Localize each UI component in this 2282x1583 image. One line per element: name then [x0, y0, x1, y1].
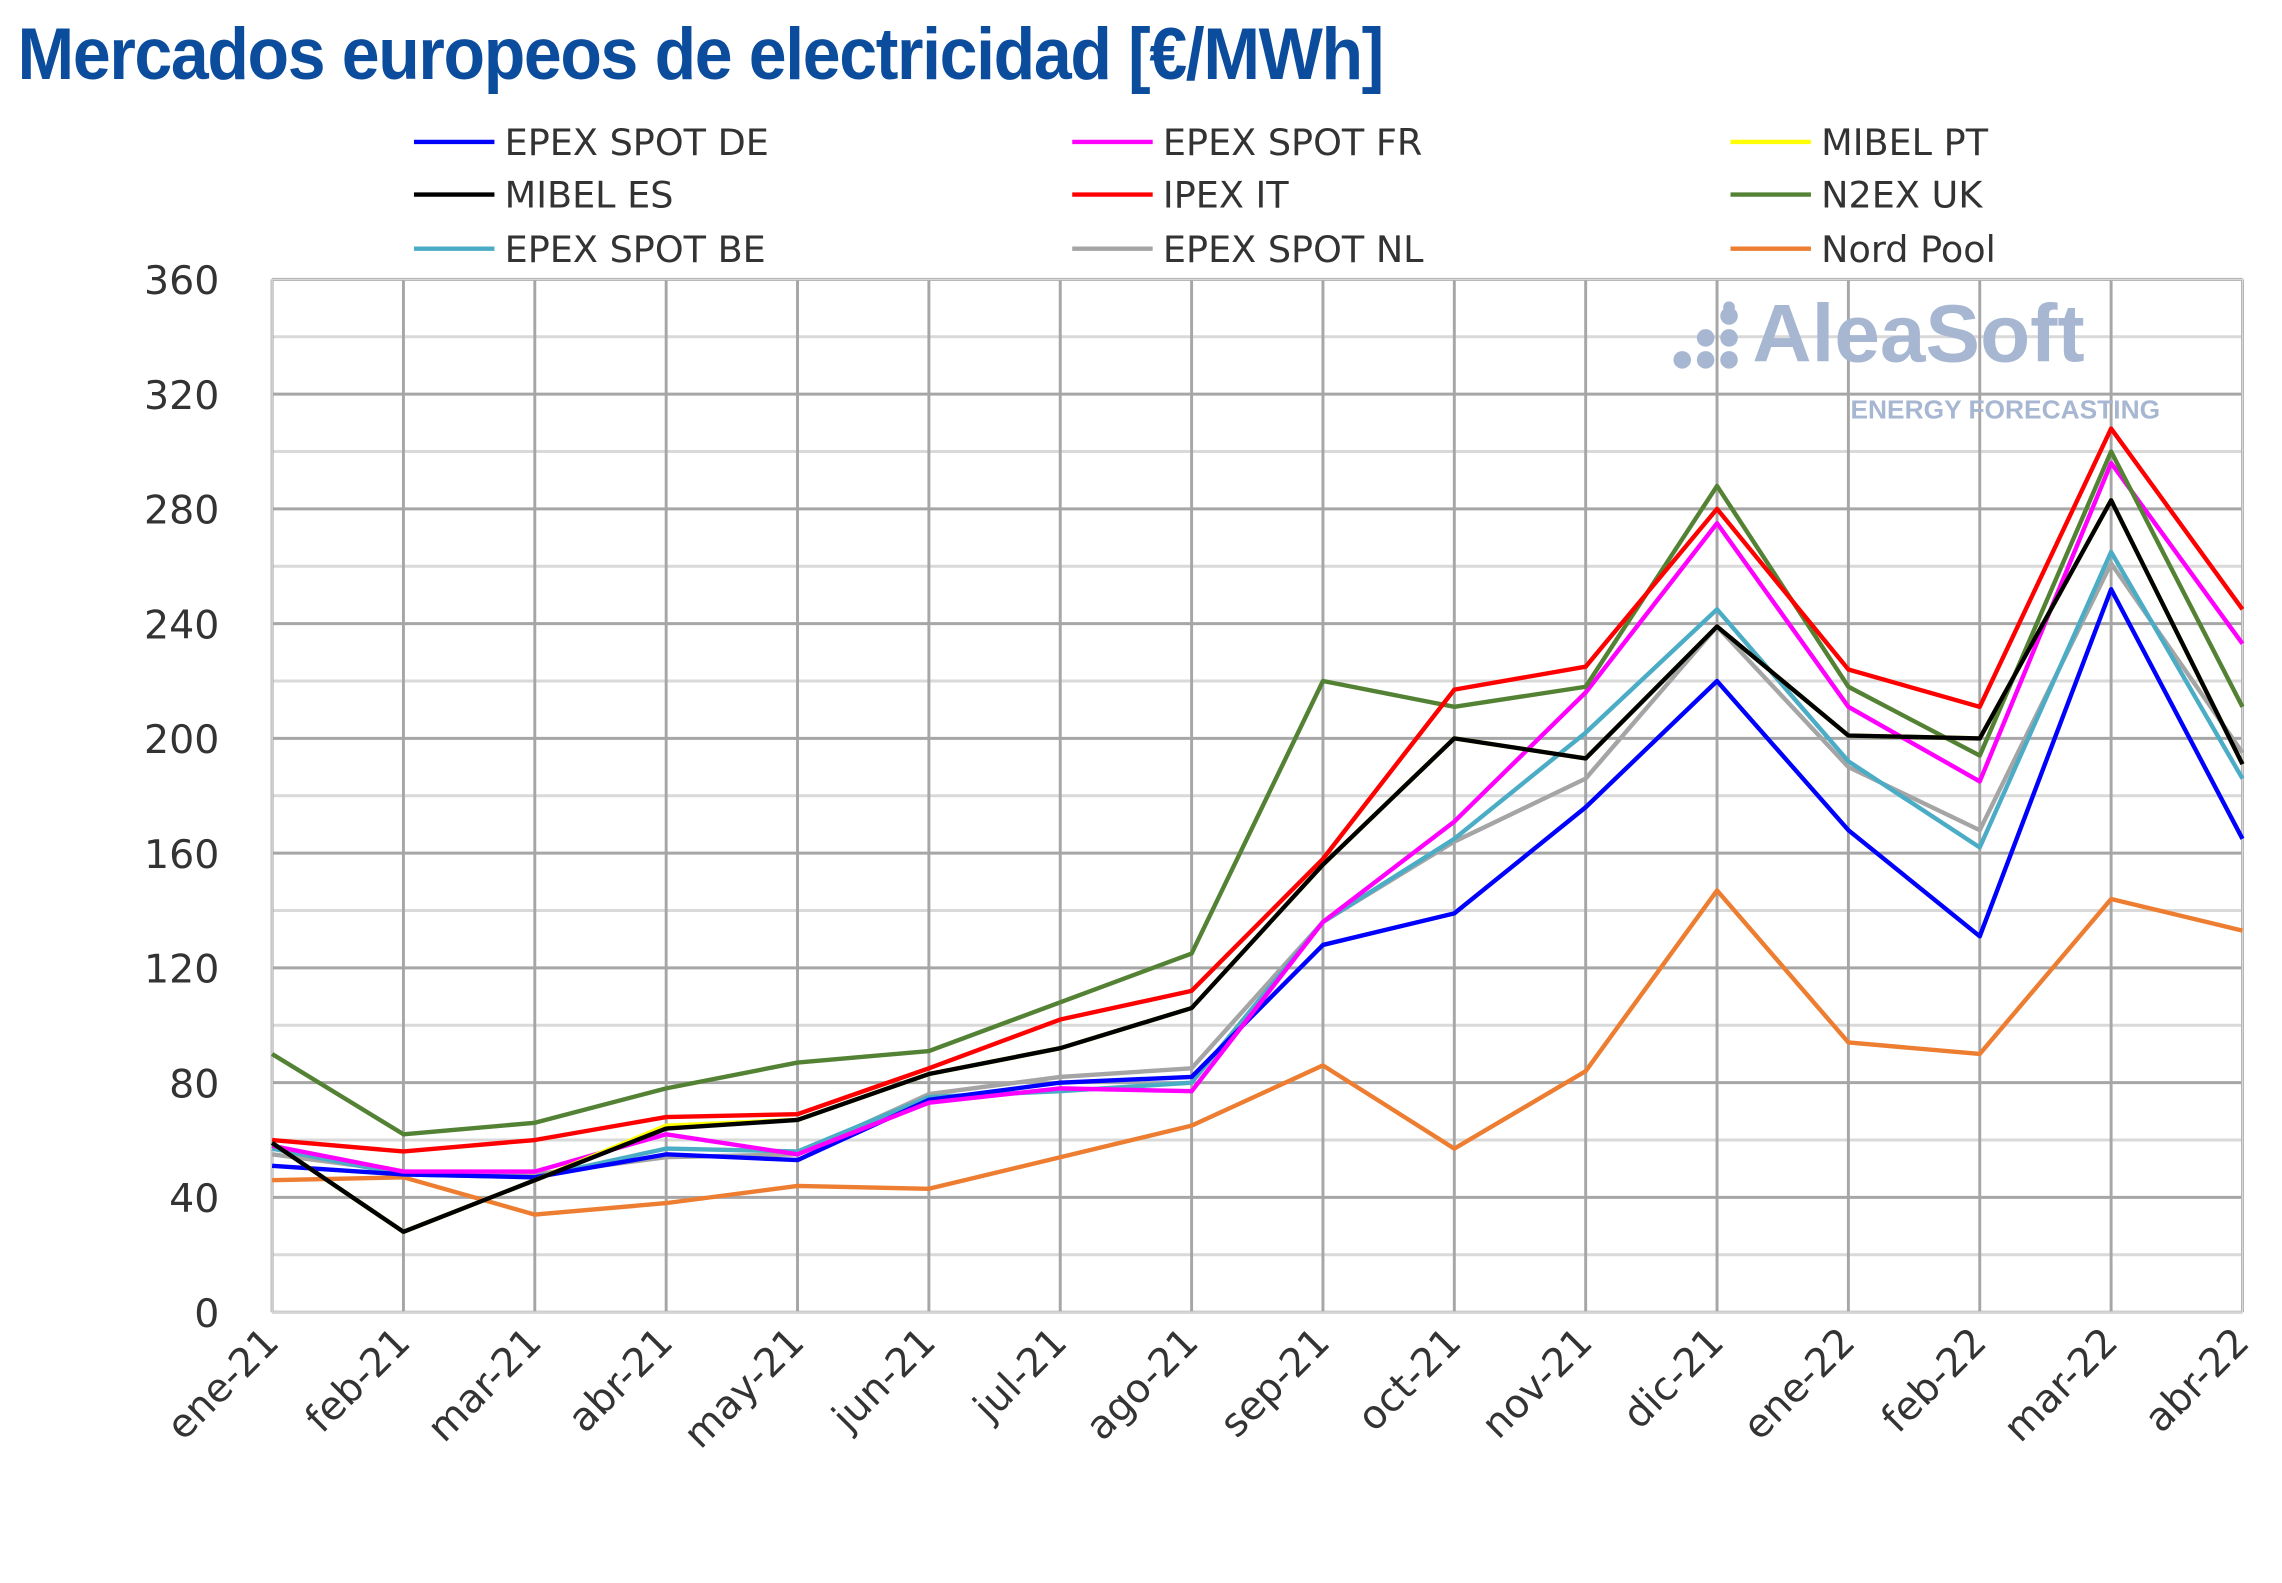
legend-label: Nord Pool	[1821, 228, 1996, 271]
legend-item: EPEX SPOT DE	[414, 121, 769, 164]
x-tick-label: ene-21	[158, 1319, 288, 1449]
logo-dot	[1673, 351, 1691, 369]
x-tick-label: abr-22	[2136, 1319, 2259, 1442]
x-tick-label: mar-21	[419, 1319, 551, 1451]
legend-item: MIBEL ES	[414, 174, 674, 217]
legend-item: EPEX SPOT BE	[414, 228, 766, 271]
x-tick-label: jul-21	[964, 1319, 1076, 1431]
x-tick-label: sep-21	[1211, 1319, 1339, 1447]
legend-label: EPEX SPOT BE	[505, 228, 766, 271]
x-tick-label: ene-22	[1734, 1319, 1864, 1449]
logo-dot	[1720, 351, 1738, 369]
y-tick-label: 0	[194, 1291, 219, 1337]
legend-item: Nord Pool	[1730, 228, 1995, 271]
x-tick-label: jun-21	[823, 1319, 945, 1441]
y-tick-label: 40	[169, 1176, 219, 1222]
y-tick-label: 120	[144, 947, 219, 993]
series-line	[272, 500, 2242, 1232]
legend-label: N2EX UK	[1821, 174, 1983, 217]
legend-label: EPEX SPOT NL	[1163, 228, 1424, 271]
y-tick-label: 200	[144, 717, 219, 763]
series-mibel-es	[272, 500, 2243, 1232]
watermark-brand: AleaSoft	[1752, 288, 2084, 379]
x-tick-label: mar-22	[1995, 1319, 2127, 1451]
x-tick-label: ago-21	[1077, 1319, 1208, 1450]
aleasoft-watermark: AleaSoft ENERGY FORECASTING	[1673, 288, 2160, 424]
x-tick-label: abr-21	[559, 1319, 682, 1442]
x-tick-label: oct-21	[1349, 1319, 1471, 1441]
y-tick-label: 160	[144, 832, 219, 878]
series-line	[272, 500, 2242, 1232]
y-tick-label: 360	[144, 258, 219, 304]
logo-dot	[1697, 329, 1715, 347]
legend-item: MIBEL PT	[1730, 121, 1988, 164]
series-epex-spot-de	[272, 589, 2243, 1177]
series-line	[272, 589, 2242, 1177]
series-n2ex-uk	[272, 451, 2243, 1134]
y-tick-label: 80	[169, 1061, 219, 1107]
logo-dot	[1723, 301, 1735, 313]
x-tick-label: nov-21	[1473, 1319, 1602, 1448]
legend-label: MIBEL PT	[1821, 121, 1989, 164]
legend-label: IPEX IT	[1163, 174, 1289, 217]
y-tick-label: 240	[144, 602, 219, 648]
x-tick-label: may-21	[675, 1319, 813, 1457]
legend-label: MIBEL ES	[505, 174, 674, 217]
logo-dot	[1697, 351, 1715, 369]
legend-item: EPEX SPOT NL	[1072, 228, 1424, 271]
watermark-tagline: ENERGY FORECASTING	[1850, 394, 2160, 424]
legend-label: EPEX SPOT FR	[1163, 121, 1422, 164]
logo-dot	[1720, 329, 1738, 347]
legend-label: EPEX SPOT DE	[505, 121, 769, 164]
x-tick-label: feb-21	[296, 1319, 419, 1442]
legend-item: IPEX IT	[1072, 174, 1289, 217]
x-tick-label: dic-21	[1614, 1319, 1733, 1438]
legend-item: N2EX UK	[1730, 174, 1983, 217]
legend-item: EPEX SPOT FR	[1072, 121, 1422, 164]
y-tick-label: 280	[144, 488, 219, 534]
x-tick-label: feb-22	[1873, 1319, 1996, 1442]
series-mibel-pt	[272, 500, 2243, 1232]
series-ipex-it	[272, 428, 2243, 1151]
y-tick-label: 320	[144, 373, 219, 419]
series-line	[272, 429, 2242, 1152]
series-line	[272, 452, 2242, 1135]
